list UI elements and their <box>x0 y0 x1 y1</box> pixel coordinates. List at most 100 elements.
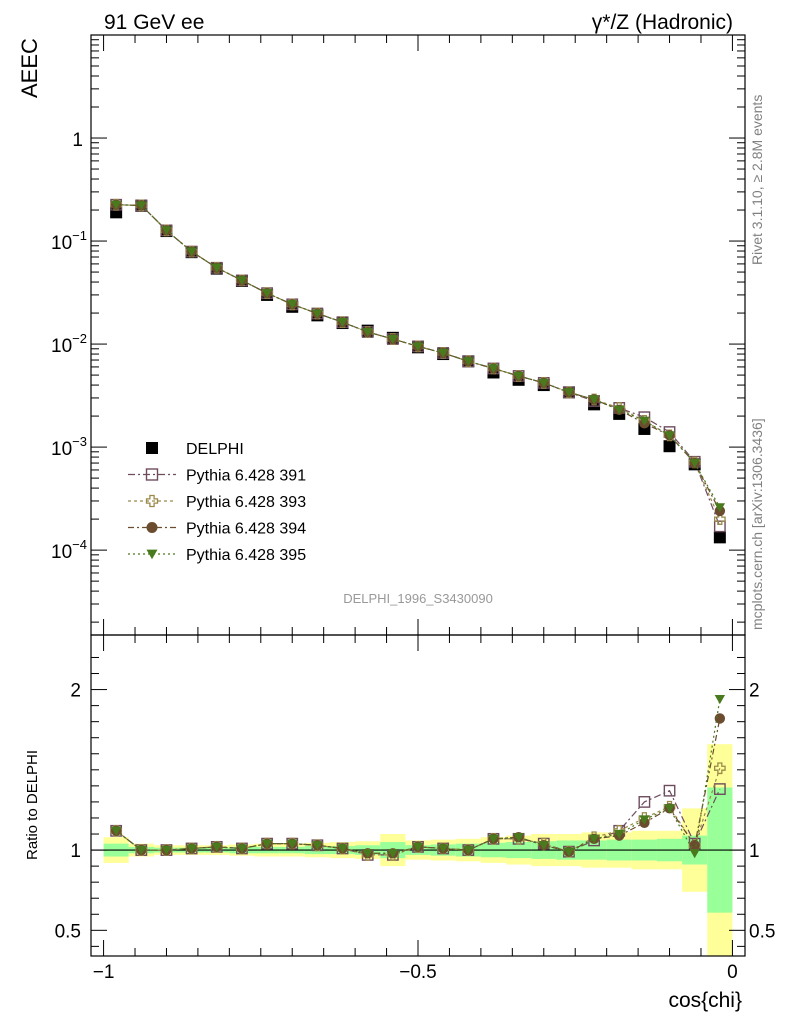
ratio-y-tick-label: 1 <box>70 841 81 862</box>
data-point <box>211 263 222 273</box>
legend-marker <box>146 522 158 533</box>
x-axis-label: cos{chi} <box>668 989 742 1012</box>
legend-entry: Pythia 6.428 393 <box>128 494 306 511</box>
ratio-y-tick-label-right: 2 <box>749 681 760 702</box>
y-tick-label: 10−3 <box>51 434 87 460</box>
ratio-point <box>614 829 625 839</box>
ratio-point <box>689 840 700 851</box>
data-point <box>713 520 726 533</box>
legend-marker <box>146 549 158 560</box>
ratio-point <box>211 842 222 852</box>
data-point <box>689 458 700 468</box>
legend-label: DELPHI <box>186 441 244 458</box>
data-point <box>312 309 323 319</box>
legend-label: Pythia 6.428 391 <box>186 468 306 485</box>
y-tick-label: 10−4 <box>51 537 87 563</box>
ratio-y-tick-label: 0.5 <box>55 921 81 942</box>
ratio-panel: 0.5 0.5 1 1 2 2 −1 −0.5 0 Ratio to DELPHI cos{ch… <box>24 634 775 1012</box>
data-point <box>488 364 499 374</box>
ratio-y-axis-label: Ratio to DELPHI <box>24 750 41 860</box>
ratio-point <box>161 845 172 856</box>
ratio-point <box>236 844 248 854</box>
x-tick-label: 0 <box>727 962 738 983</box>
ratio-point <box>663 784 676 797</box>
legend-label: Pythia 6.428 394 <box>186 521 306 538</box>
ratio-plot-frame <box>90 634 746 957</box>
y-tick-label: 10−1 <box>51 228 87 254</box>
ratio-y-tick-label: 2 <box>70 681 81 702</box>
ratio-y-tick-label-right: 1 <box>749 841 760 862</box>
data-point <box>261 289 273 299</box>
data-point <box>136 201 147 211</box>
ratio-point <box>664 804 675 814</box>
data-point <box>161 226 172 236</box>
ratio-point <box>588 834 600 844</box>
ratio-point <box>412 842 424 852</box>
ratio-point <box>287 839 298 849</box>
legend-entry: Pythia 6.428 395 <box>128 547 306 564</box>
legend-marker <box>146 442 158 454</box>
ratio-y-tick-label-right: 0.5 <box>749 921 775 942</box>
series-line <box>116 204 721 512</box>
data-point <box>714 503 726 513</box>
analysis-id-label: DELPHI_1996_S3430090 <box>343 591 493 606</box>
data-point <box>387 334 399 344</box>
ratio-point <box>714 713 726 724</box>
legend-entry: Pythia 6.428 391 <box>128 468 306 485</box>
ratio-point <box>261 839 273 849</box>
main-plot-frame <box>90 34 746 636</box>
data-point <box>412 342 424 352</box>
ratio-point <box>136 845 147 856</box>
main-axes: 10−4 10−3 10−2 10−1 1 <box>51 34 745 635</box>
data-point <box>538 378 549 388</box>
header-left-label: 91 GeV ee <box>104 11 204 34</box>
ratio-point <box>713 783 726 795</box>
data-point <box>664 431 675 441</box>
ratio-point <box>463 845 474 856</box>
data-point <box>463 357 474 367</box>
series-line <box>116 204 721 508</box>
ratio-point <box>186 844 197 854</box>
legend-label: Pythia 6.428 395 <box>186 547 306 564</box>
data-point <box>437 348 449 358</box>
series-4 <box>110 200 726 513</box>
ratio-point <box>437 844 449 854</box>
x-tick-label: −1 <box>93 962 115 983</box>
mcplots-label: mcplots.cern.ch [arXiv:1306.3436] <box>749 418 765 630</box>
data-point <box>110 200 122 210</box>
ratio-point <box>639 815 650 825</box>
ratio-point <box>713 762 726 775</box>
data-point <box>362 327 373 337</box>
y-tick-label: 1 <box>72 130 83 151</box>
header-right-label: γ*/Z (Hadronic) <box>592 11 733 34</box>
data-point <box>236 276 248 286</box>
data-point <box>639 416 650 426</box>
data-point <box>563 388 575 398</box>
main-y-axis-label: AEEC <box>17 38 42 98</box>
main-plot-data <box>110 198 726 544</box>
ratio-point <box>689 849 700 859</box>
data-point <box>588 395 600 405</box>
ratio-point <box>110 826 122 836</box>
ratio-axes: 0.5 0.5 1 1 2 2 −1 −0.5 0 <box>55 635 775 983</box>
ratio-point <box>513 833 524 843</box>
data-point <box>713 531 726 544</box>
legend-marker <box>145 494 159 508</box>
y-tick-label: 10−2 <box>51 331 87 357</box>
ratio-point <box>538 841 549 851</box>
legend-entry: DELPHI <box>146 441 244 458</box>
ratio-point <box>638 796 651 808</box>
data-point <box>337 318 348 328</box>
legend-marker <box>145 468 159 481</box>
ratio-series-line <box>115 699 721 856</box>
data-point <box>287 300 298 310</box>
main-panel: 10−4 10−3 10−2 10−1 1 AEEC DELPHI_1996_S3430… <box>17 34 746 636</box>
ratio-point <box>387 849 399 859</box>
data-point <box>713 513 726 525</box>
legend-entry: Pythia 6.428 394 <box>128 521 306 538</box>
ratio-point <box>312 841 323 851</box>
series-0 <box>110 199 726 544</box>
ratio-point <box>563 847 575 857</box>
rivet-version-label: Rivet 3.1.10, ≥ 2.8M events <box>749 95 765 265</box>
